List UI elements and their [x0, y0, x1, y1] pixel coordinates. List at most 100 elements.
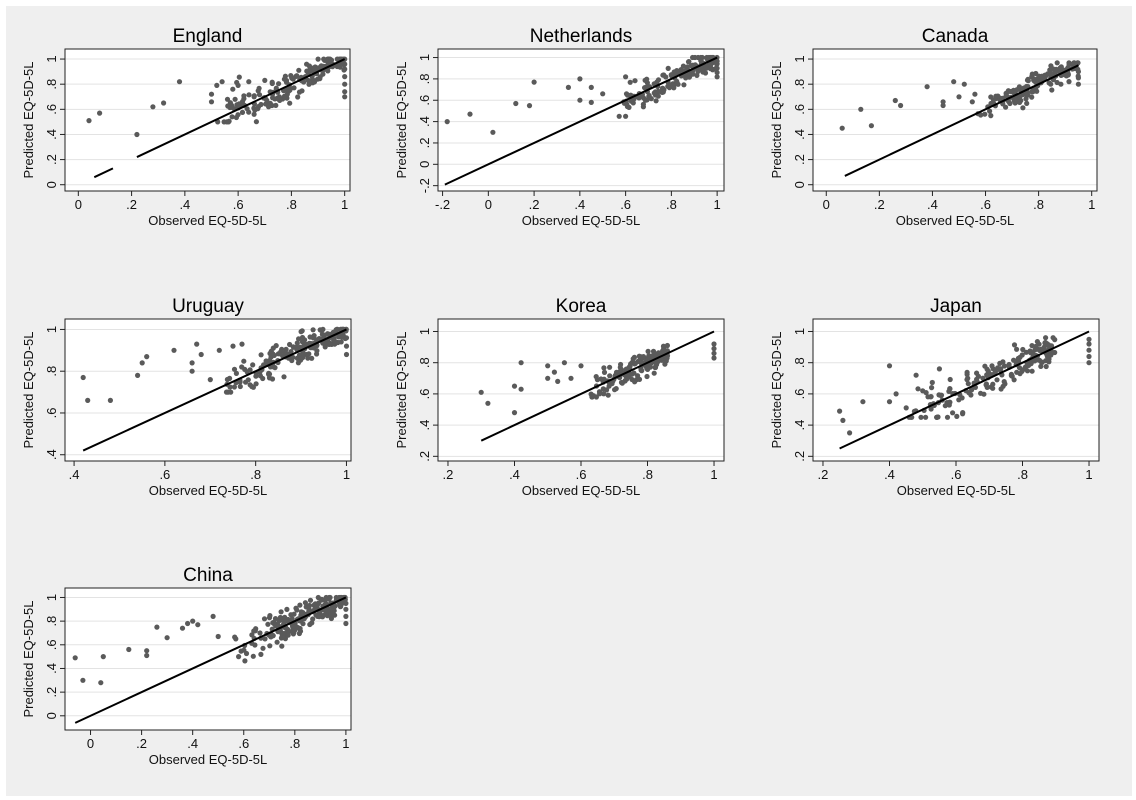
data-point	[343, 343, 350, 349]
data-point	[214, 82, 220, 88]
x-tick-label: 1	[710, 467, 717, 482]
data-point	[613, 386, 619, 392]
data-point	[207, 377, 213, 383]
data-point	[601, 369, 608, 375]
data-point	[1043, 363, 1049, 370]
data-point	[329, 610, 336, 616]
plot-frame	[64, 318, 352, 462]
data-point	[711, 346, 717, 352]
data-point	[337, 604, 343, 610]
panel-uruguay: .4 .6 .8 1 .4 .6 .8 1 Uruguay Observed EQ-5D-5L Pr…	[21, 296, 352, 498]
data-point	[1020, 346, 1026, 353]
data-point	[281, 374, 287, 380]
data-point	[601, 391, 607, 397]
data-point	[974, 370, 980, 376]
plot-frame	[64, 48, 351, 192]
data-point	[886, 399, 893, 405]
data-point	[950, 410, 956, 416]
x-tick-label: .4	[574, 197, 585, 212]
data-point	[997, 360, 1003, 366]
y-tick-label: .2	[417, 138, 432, 149]
data-point	[954, 413, 960, 419]
data-point	[239, 364, 245, 370]
data-point	[279, 643, 285, 649]
data-point	[278, 349, 284, 355]
data-point	[994, 377, 1000, 383]
data-point	[656, 350, 662, 356]
data-point	[1058, 64, 1064, 70]
data-point	[972, 91, 978, 97]
data-point	[262, 636, 268, 642]
panel-korea: .2 .4 .6 .8 1 .2 .4 .6 .8 1 Korea Observed EQ-5D-5L…	[394, 296, 725, 498]
data-point	[965, 381, 971, 387]
data-point	[898, 102, 904, 109]
data-point	[924, 84, 930, 90]
data-point	[208, 91, 215, 97]
data-point	[320, 71, 326, 77]
y-tick-label: 1	[417, 54, 432, 61]
data-point	[685, 59, 692, 65]
data-point	[513, 100, 519, 107]
x-tick-label: .4	[884, 467, 895, 482]
data-point	[306, 81, 312, 87]
data-point	[307, 334, 313, 340]
data-point	[251, 111, 257, 117]
data-point	[858, 106, 864, 112]
y-tick-label: .6	[417, 95, 432, 106]
data-point	[1011, 342, 1018, 348]
data-point	[299, 88, 305, 94]
data-point	[698, 54, 704, 61]
data-point	[632, 78, 638, 84]
data-point	[265, 621, 271, 627]
data-point	[306, 602, 313, 609]
data-point	[839, 125, 845, 131]
data-point	[518, 386, 524, 392]
data-point	[663, 74, 669, 80]
data-point	[243, 379, 249, 385]
data-point	[947, 386, 953, 392]
x-axis-label: Observed EQ-5D-5L	[149, 483, 268, 498]
data-point	[189, 360, 195, 366]
data-point	[223, 389, 230, 395]
data-point	[72, 655, 78, 661]
data-point	[332, 603, 338, 609]
data-point	[144, 648, 150, 654]
y-tick-label: .8	[44, 79, 59, 90]
data-point	[1001, 379, 1007, 385]
data-point	[269, 102, 275, 109]
data-point	[644, 76, 650, 82]
data-point	[617, 364, 623, 370]
data-point	[918, 414, 924, 420]
data-point	[988, 94, 994, 100]
x-tick-label: .8	[642, 467, 653, 482]
data-point	[607, 373, 613, 379]
data-point	[310, 327, 316, 333]
y-tick-label: .8	[417, 73, 432, 84]
plot-area	[65, 49, 350, 191]
data-point	[485, 400, 491, 406]
data-point	[840, 417, 846, 423]
data-point	[1045, 356, 1051, 363]
data-point	[139, 360, 145, 366]
data-point	[270, 351, 276, 357]
x-tick-label: 1	[342, 736, 349, 751]
data-point	[652, 364, 658, 370]
data-point	[233, 636, 239, 642]
data-point	[98, 680, 104, 686]
data-point	[239, 109, 246, 115]
x-tick-label: .8	[250, 467, 261, 482]
data-point	[283, 618, 289, 624]
data-point	[690, 54, 696, 61]
data-point	[272, 616, 279, 622]
data-point	[287, 341, 293, 348]
data-point	[325, 68, 331, 74]
data-point	[253, 119, 259, 125]
x-tick-label: 1	[1085, 467, 1092, 482]
data-point	[490, 129, 496, 135]
data-point	[97, 110, 103, 116]
data-point	[640, 354, 647, 360]
data-point	[982, 363, 988, 369]
data-point	[601, 365, 607, 371]
data-point	[230, 343, 236, 349]
panel-title: Korea	[556, 296, 607, 317]
